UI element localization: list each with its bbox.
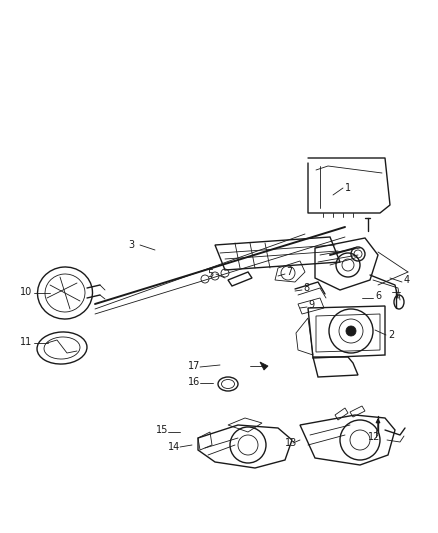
- Polygon shape: [260, 362, 268, 370]
- Text: 6: 6: [375, 291, 381, 301]
- Text: 13: 13: [285, 438, 297, 448]
- Text: 9: 9: [308, 300, 314, 310]
- Text: 15: 15: [156, 425, 168, 435]
- Text: 3: 3: [128, 240, 134, 250]
- Text: 7: 7: [286, 267, 292, 277]
- Text: 1: 1: [345, 183, 351, 193]
- Text: 2: 2: [388, 330, 394, 340]
- Circle shape: [346, 326, 356, 336]
- Text: 10: 10: [20, 287, 32, 297]
- Text: 5: 5: [207, 269, 213, 279]
- Text: 11: 11: [20, 337, 32, 347]
- Text: 8: 8: [303, 283, 309, 293]
- Text: 16: 16: [188, 377, 200, 387]
- Text: 17: 17: [188, 361, 200, 371]
- Text: 12: 12: [368, 432, 380, 442]
- Text: 4: 4: [404, 275, 410, 285]
- Text: 14: 14: [168, 442, 180, 452]
